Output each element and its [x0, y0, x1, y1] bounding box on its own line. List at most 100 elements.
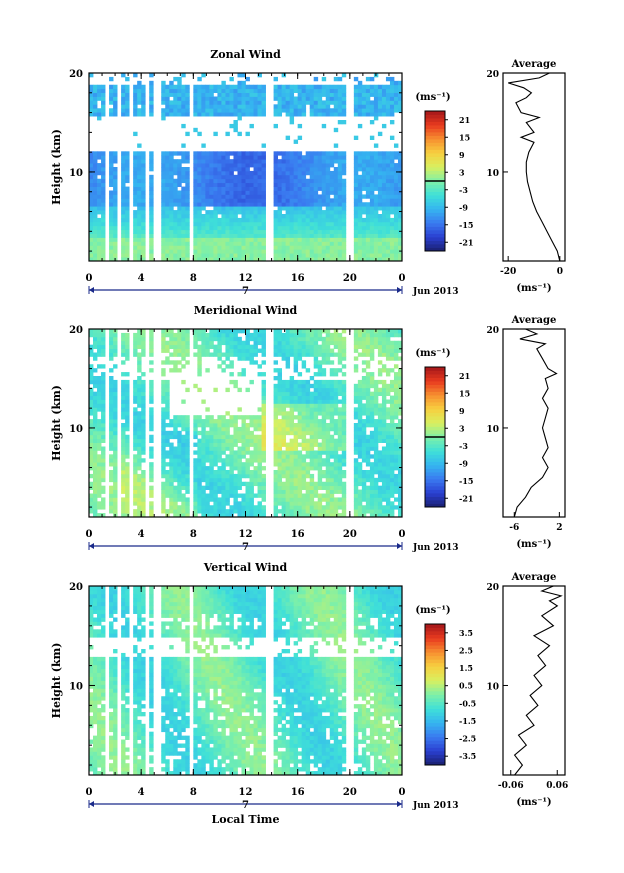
heatmap-cell [341, 426, 347, 432]
heatmap-cell [185, 470, 190, 475]
heatmap-cell [381, 257, 387, 262]
heatmap-cell [249, 108, 254, 113]
heatmap-cell [377, 450, 383, 455]
heatmap-cell [321, 214, 327, 219]
heatmap-cell [293, 462, 299, 467]
heatmap-cell [125, 190, 130, 195]
heatmap-cell [181, 159, 186, 164]
heatmap-cell [301, 253, 307, 258]
heatmap-cell [113, 237, 118, 242]
heatmap-cell [301, 112, 307, 117]
heatmap-cell [113, 100, 118, 105]
heatmap-cell [237, 501, 242, 506]
heatmap-cell [137, 253, 142, 258]
heatmap-cell [317, 344, 323, 349]
heatmap-cell [125, 352, 130, 357]
heatmap-cell [141, 332, 146, 338]
heatmap-cell [241, 462, 246, 467]
heatmap-cell [137, 501, 142, 506]
heatmap-cell [373, 198, 379, 203]
heatmap-cell [229, 112, 234, 117]
heatmap-cell [101, 411, 106, 416]
heatmap-cell [377, 233, 383, 238]
heatmap-cell [169, 332, 174, 338]
heatmap-cell [113, 198, 118, 203]
heatmap-cell [337, 446, 343, 451]
heatmap-cell [133, 182, 138, 187]
heatmap-cell [181, 423, 186, 428]
heatmap-cell [305, 481, 311, 487]
heatmap-cell [337, 245, 343, 250]
heatmap-cell [261, 481, 266, 487]
heatmap-cell [285, 253, 291, 258]
heatmap-cell [277, 419, 283, 424]
heatmap-cell [217, 190, 222, 195]
heatmap-cell [229, 92, 234, 97]
heatmap-cell [397, 194, 403, 199]
heatmap-cell [161, 372, 166, 377]
heatmap-cell [149, 257, 154, 262]
heatmap-cell [313, 336, 319, 342]
heatmap-cell [201, 253, 206, 258]
heatmap-cell [121, 383, 126, 389]
heatmap-cell [149, 332, 154, 338]
heatmap-cell [329, 178, 335, 184]
heatmap-cell [109, 76, 114, 82]
heatmap-cell [281, 501, 287, 506]
heatmap-cell [149, 434, 154, 440]
heatmap-cell [273, 493, 278, 498]
heatmap-cell [245, 190, 250, 195]
heatmap-cell [125, 229, 130, 234]
heatmap-cell [261, 399, 266, 404]
heatmap-cell [217, 253, 222, 258]
heatmap-cell [341, 217, 347, 223]
heatmap-cell [137, 399, 142, 404]
heatmap-cell [285, 344, 291, 349]
heatmap-cell [109, 155, 114, 160]
heatmap-cell [165, 198, 170, 203]
heatmap-cell [273, 237, 278, 242]
heatmap-cell [389, 120, 395, 125]
heatmap-cell [289, 112, 295, 117]
heatmap-cell [309, 245, 315, 250]
heatmap-cell [397, 155, 403, 160]
heatmap-cell [261, 100, 266, 105]
heatmap-cell [369, 214, 375, 219]
heatmap-cell [209, 182, 214, 187]
heatmap-cell [357, 501, 363, 506]
heatmap-cell [281, 415, 287, 420]
heatmap-cell [133, 411, 138, 416]
heatmap-cell [225, 387, 230, 393]
heatmap-cell [329, 462, 335, 467]
heatmap-cell [141, 395, 146, 400]
heatmap-cell [337, 340, 343, 346]
heatmap-cell [241, 340, 246, 346]
heatmap-cell [121, 194, 126, 199]
heatmap-cell [277, 221, 283, 227]
heatmap-cell [101, 84, 106, 90]
heatmap-cell [125, 76, 130, 82]
heatmap-cell [125, 210, 130, 215]
heatmap-cell [313, 182, 319, 187]
heatmap-cell [273, 470, 278, 475]
heatmap-cell [169, 466, 174, 471]
heatmap-cell [229, 249, 234, 254]
heatmap-cell [397, 202, 403, 207]
heatmap-cell [313, 434, 319, 440]
heatmap-cell [93, 100, 98, 105]
heatmap-cell [181, 194, 186, 199]
heatmap-cell [309, 477, 315, 483]
heatmap-cell [341, 493, 347, 498]
heatmap-cell [325, 229, 331, 234]
heatmap-cell [149, 241, 154, 246]
heatmap-cell [381, 253, 387, 258]
heatmap-cell [337, 497, 343, 502]
heatmap-cell [301, 403, 307, 408]
heatmap-cell [221, 186, 226, 191]
heatmap-cell [241, 73, 246, 78]
heatmap-cell [193, 194, 198, 199]
heatmap-cell [201, 174, 206, 180]
heatmap-cell [377, 92, 383, 97]
heatmap-cell [317, 368, 323, 373]
heatmap-cell [257, 489, 262, 494]
